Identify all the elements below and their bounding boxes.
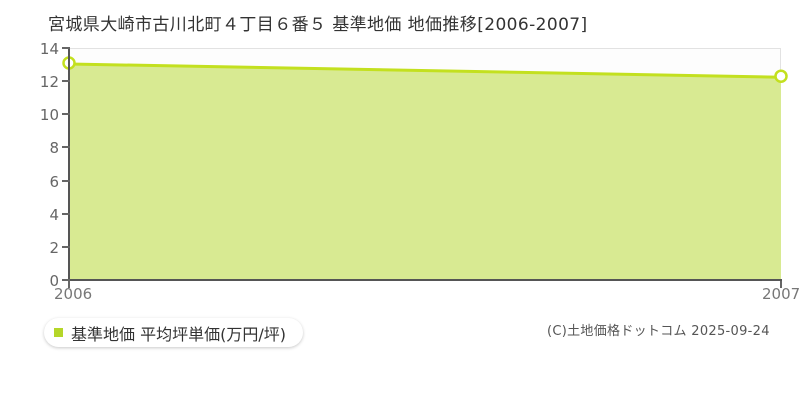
y-tick-2 [62,245,70,248]
legend-swatch-icon [54,328,63,337]
y-tick-8 [62,146,70,149]
y-tick-12 [62,80,70,83]
y-axis-label-4-wrap: 4 [0,205,59,224]
y-tick-14 [62,47,70,49]
y-axis-label-0-wrap: 0 [0,272,59,290]
y-axis-label-6: 6 [49,172,59,191]
y-axis-label-14: 14 [39,40,59,58]
y-tick-6 [62,179,70,182]
y-axis-label-0: 0 [49,272,59,290]
series-line [69,62,781,79]
chart-legend[interactable]: 基準地価 平均坪単価(万円/坪) [44,318,303,347]
y-axis-label-12-wrap: 12 [0,73,59,92]
x-tick-2006 [68,281,70,288]
y-tick-4 [62,212,70,215]
y-axis-label-2: 2 [49,238,59,257]
x-axis-line [68,279,782,281]
y-axis-label-14-wrap: 14 [0,40,59,58]
y-axis-label-10-wrap: 10 [0,106,59,125]
y-axis-label-4: 4 [49,205,59,224]
legend-label: 基準地価 平均坪単価(万円/坪) [71,324,286,344]
x-tick-2007 [780,281,782,288]
x-axis-label-2006: 2006 [54,285,93,303]
y-axis-label-8-wrap: 8 [0,139,59,158]
y-axis-label-12: 12 [39,73,59,92]
copyright-credit: (C)土地価格ドットコム 2025-09-24 [547,324,770,339]
plot-area [69,48,781,281]
y-axis-label-8: 8 [49,139,59,158]
y-axis-line [68,47,70,281]
area-fill [69,63,781,281]
y-axis-label-2-wrap: 2 [0,238,59,257]
x-axis-label-2007: 2007 [762,285,800,303]
y-axis-label-10: 10 [39,106,59,125]
chart-title: 宮城県大崎市古川北町４丁目６番５ 基準地価 地価推移[2006-2007] [48,15,588,35]
plot-svg [69,62,781,281]
y-axis-label-6-wrap: 6 [0,172,59,191]
y-tick-0 [62,279,70,281]
y-tick-10 [62,113,70,116]
